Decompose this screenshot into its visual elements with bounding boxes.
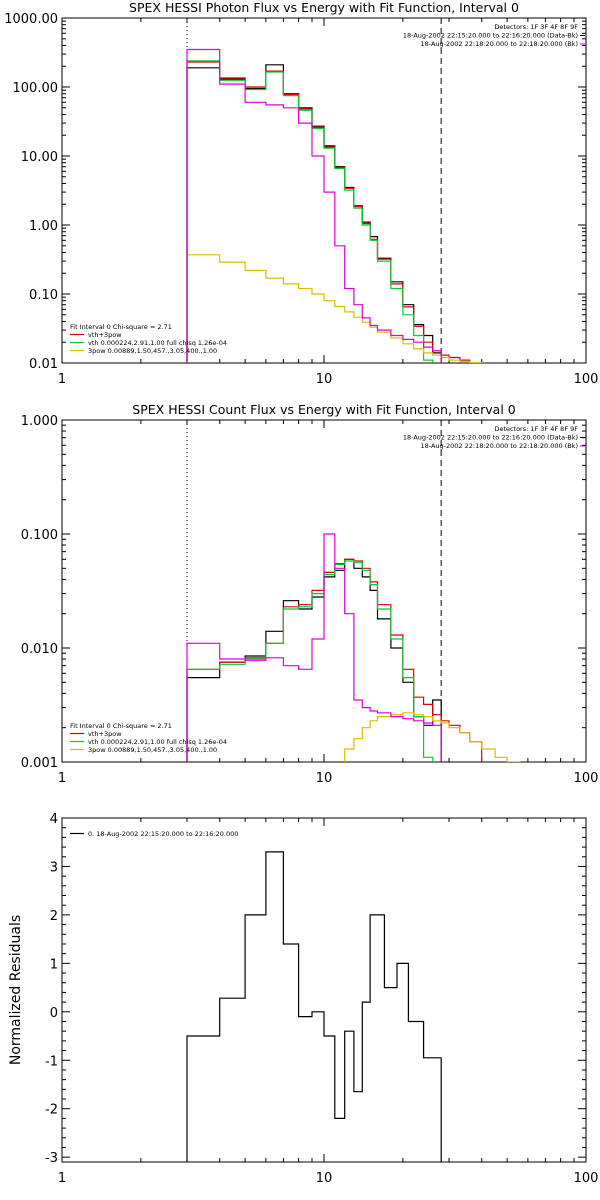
x-tick-label: 1	[58, 771, 66, 786]
x-tick-label: 100	[574, 771, 599, 786]
y-tick-label: 1.00	[29, 219, 58, 234]
legend-entry: 3pow 0.00889,1.50,457.,3.05,400.,1.00	[88, 347, 217, 355]
legend: Fit Interval 0 Chi-square = 2.71vth+3pow…	[70, 722, 227, 754]
y-tick-label: 1.000	[21, 414, 58, 429]
chart-title: SPEX HESSI Count Flux vs Energy with Fit…	[132, 402, 515, 417]
legend-entry: vth+3pow	[88, 730, 122, 738]
series-fit	[186, 558, 483, 762]
x-tick-label: 1	[58, 1171, 66, 1186]
legend: 0. 18-Aug-2002 22:15:20.000 to 22:16:20.…	[70, 830, 238, 838]
y-tick-label: 100.00	[13, 81, 59, 96]
x-axis-ticks	[61, 18, 575, 363]
y-tick-label: -1	[45, 1054, 58, 1069]
series-group	[186, 533, 521, 762]
y-axis-ticks	[62, 424, 586, 763]
series-background	[186, 48, 442, 363]
legend: Fit Interval 0 Chi-square = 2.71vth+3pow…	[70, 323, 227, 355]
legend-entry: 3pow 0.00889,1.50,457.,3.05,400.,1.00	[88, 746, 217, 754]
y-tick-label: 0.010	[21, 642, 58, 657]
x-tick-label: 1	[58, 372, 66, 387]
interval-info-line: 18-Aug-2002 22:15:20.000 to 22:16:20.000…	[403, 434, 578, 442]
legend-entry: vth 0.000224,2.91,1.00 full chisq 1.26e-…	[88, 339, 227, 347]
y-tick-label: 0.01	[29, 357, 58, 372]
series-thermal	[186, 60, 434, 363]
series-background	[186, 533, 442, 762]
x-tick-label: 10	[316, 1171, 333, 1186]
y-tick-label: 2	[50, 909, 58, 924]
interval-info-line: 18-Aug-2002 22:18:20.000 to 22:18:20.000…	[421, 40, 578, 48]
y-tick-label: 1	[50, 957, 58, 972]
legend-title: Fit Interval 0 Chi-square = 2.71	[70, 323, 172, 331]
y-tick-label: -2	[45, 1103, 58, 1118]
y-tick-label: 1000.00	[4, 12, 58, 27]
legend-title: Fit Interval 0 Chi-square = 2.71	[70, 722, 172, 730]
photon-flux-panel: SPEX HESSI Photon Flux vs Energy with Fi…	[4, 0, 598, 387]
series-fit	[186, 61, 471, 363]
x-tick-label: 100	[574, 1171, 599, 1186]
y-axis-label: Normalized Residuals	[8, 915, 24, 1065]
series-group	[186, 851, 442, 1162]
legend-entry: vth+3pow	[88, 331, 122, 339]
interval-info-line: 18-Aug-2002 22:15:20.000 to 22:16:20.000…	[403, 32, 578, 40]
y-tick-label: 0	[50, 1006, 58, 1021]
y-axis-ticks	[62, 817, 586, 1158]
y-tick-label: -3	[45, 1151, 58, 1166]
legend-entry: vth 0.000224,2.91,1.00 full chisq 1.26e-…	[88, 738, 227, 746]
x-tick-label: 10	[316, 372, 333, 387]
interval-info-line: Detectors: 1F 3F 4F 8F 9F	[494, 23, 578, 31]
x-axis-ticks	[61, 818, 575, 1162]
x-tick-label: 100	[574, 372, 599, 387]
series-data	[186, 64, 442, 363]
y-tick-label: 0.10	[29, 288, 58, 303]
legend-entry: 0. 18-Aug-2002 22:15:20.000 to 22:16:20.…	[88, 830, 238, 838]
y-tick-label: 4	[50, 812, 58, 827]
count-flux-panel: SPEX HESSI Count Flux vs Energy with Fit…	[21, 402, 599, 786]
interval-info-line: 18-Aug-2002 22:18:20.000 to 22:18:20.000…	[421, 442, 578, 450]
y-tick-label: 0.001	[21, 756, 58, 771]
residuals-panel: Normalized Residuals 1 10 100 -3 -2 -1 0 1 2 3 4 0. …	[8, 812, 598, 1186]
plot-frame	[61, 817, 587, 1163]
series-group	[186, 48, 483, 363]
y-tick-label: 0.100	[21, 528, 58, 543]
interval-info-line: Detectors: 1F 3F 4F 8F 9F	[494, 425, 578, 433]
chart-title: SPEX HESSI Photon Flux vs Energy with Fi…	[129, 0, 519, 15]
y-tick-label: 10.00	[21, 150, 58, 165]
series-thermal	[186, 560, 434, 762]
y-tick-label: 3	[50, 860, 58, 875]
series-residuals	[186, 851, 442, 1162]
x-tick-label: 10	[316, 771, 333, 786]
y-axis-ticks	[62, 20, 586, 364]
series-powerlaw	[186, 254, 483, 363]
series-powerlaw	[344, 712, 521, 762]
